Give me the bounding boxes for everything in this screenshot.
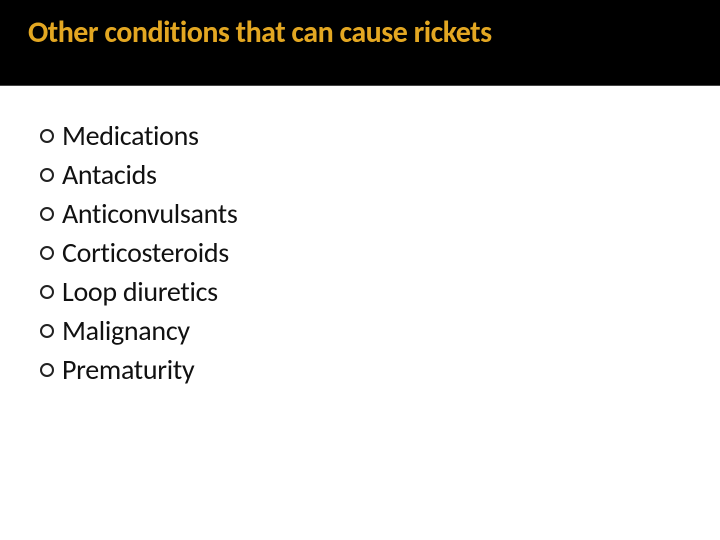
slide-body: Medications Antacids Anticonvulsants Cor… <box>0 86 720 387</box>
list-item-label: Anticonvulsants <box>62 196 238 231</box>
hollow-circle-icon <box>40 363 54 377</box>
list-item: Malignancy <box>40 313 720 348</box>
hollow-circle-icon <box>40 129 54 143</box>
list-item-label: Loop diuretics <box>62 274 218 309</box>
hollow-circle-icon <box>40 207 54 221</box>
list-item: Loop diuretics <box>40 274 720 309</box>
slide-header: Other conditions that can cause rickets <box>0 0 720 86</box>
list-item: Medications <box>40 118 720 153</box>
list-item: Anticonvulsants <box>40 196 720 231</box>
list-item-label: Antacids <box>62 157 157 192</box>
hollow-circle-icon <box>40 324 54 338</box>
list-item-label: Malignancy <box>62 313 190 348</box>
hollow-circle-icon <box>40 246 54 260</box>
list-item: Prematurity <box>40 352 720 387</box>
list-item-label: Prematurity <box>62 352 194 387</box>
list-item: Antacids <box>40 157 720 192</box>
list-item: Corticosteroids <box>40 235 720 270</box>
list-item-label: Medications <box>62 118 199 153</box>
list-item-label: Corticosteroids <box>62 235 229 270</box>
slide-title: Other conditions that can cause rickets <box>28 14 720 51</box>
hollow-circle-icon <box>40 168 54 182</box>
hollow-circle-icon <box>40 285 54 299</box>
